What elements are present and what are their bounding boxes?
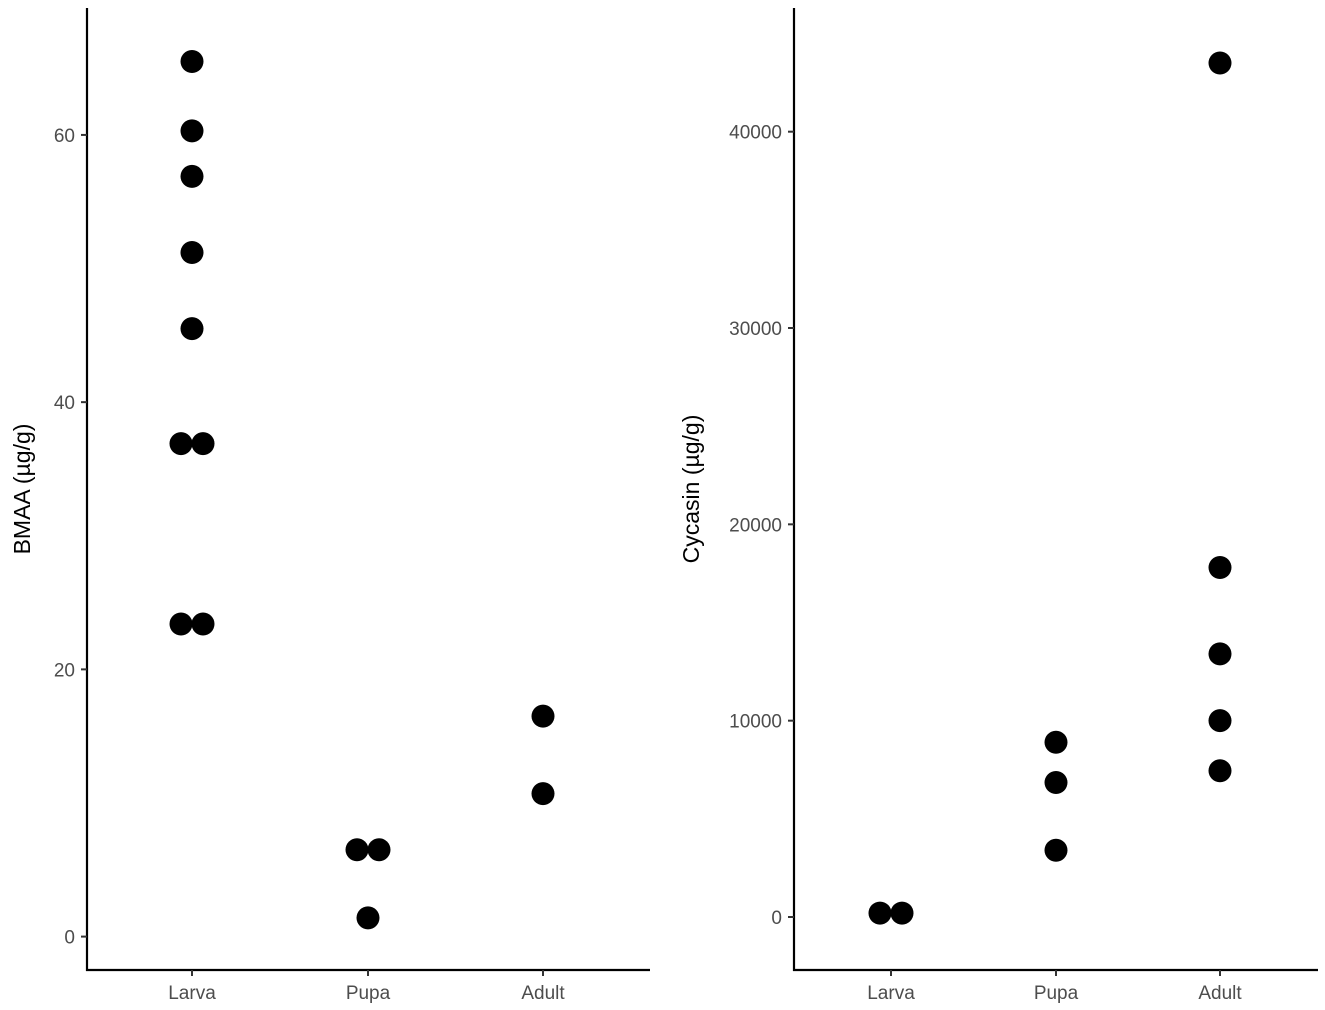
- cycasin-points: [868, 51, 1232, 925]
- bmaa-data-point: [180, 49, 204, 73]
- cycasin-panel: Cycasin (µg/g) 0 10000 20000 30000 40000 Lar…: [678, 8, 1318, 1004]
- bmaa-data-point: [180, 119, 204, 143]
- bmaa-y-ticks: 0 20 40 60: [54, 126, 87, 949]
- bmaa-points: [169, 49, 555, 930]
- cycasin-data-point: [1208, 51, 1232, 75]
- bmaa-data-point: [180, 317, 204, 341]
- cycasin-x-ticks: Larva Pupa Adult: [867, 970, 1242, 1004]
- bmaa-y-tick-label: 60: [54, 126, 75, 147]
- cycasin-data-point: [1044, 730, 1068, 754]
- cycasin-data-point: [1208, 709, 1232, 733]
- cycasin-data-point: [868, 901, 892, 925]
- bmaa-data-point: [531, 704, 555, 728]
- cycasin-x-tick-label-larva: Larva: [867, 983, 915, 1004]
- bmaa-x-tick-label-larva: Larva: [168, 983, 216, 1004]
- cycasin-y-tick-label: 0: [771, 908, 782, 929]
- bmaa-data-point: [191, 432, 215, 456]
- bmaa-data-point: [169, 432, 193, 456]
- bmaa-data-point: [356, 906, 380, 930]
- cycasin-y-tick-label: 10000: [729, 712, 782, 733]
- cycasin-y-tick-label: 20000: [729, 515, 782, 536]
- cycasin-data-point: [1208, 759, 1232, 783]
- bmaa-data-point: [180, 241, 204, 265]
- bmaa-data-point: [345, 838, 369, 862]
- cycasin-data-point: [1044, 838, 1068, 862]
- bmaa-data-point: [169, 612, 193, 636]
- bmaa-data-point: [191, 612, 215, 636]
- bmaa-data-point: [367, 838, 391, 862]
- bmaa-y-tick-label: 0: [64, 928, 75, 949]
- cycasin-data-point: [1044, 771, 1068, 795]
- bmaa-y-tick-label: 40: [54, 393, 75, 414]
- bmaa-x-ticks: Larva Pupa Adult: [168, 970, 565, 1004]
- bmaa-data-point: [531, 782, 555, 806]
- bmaa-y-tick-label: 20: [54, 660, 75, 681]
- cycasin-data-point: [1208, 642, 1232, 666]
- bmaa-x-tick-label-pupa: Pupa: [346, 983, 391, 1004]
- bmaa-x-tick-label-adult: Adult: [521, 983, 565, 1004]
- cycasin-x-tick-label-pupa: Pupa: [1034, 983, 1079, 1004]
- bmaa-data-point: [180, 164, 204, 188]
- cycasin-y-ticks: 0 10000 20000 30000 40000: [729, 123, 794, 929]
- cycasin-data-point: [890, 901, 914, 925]
- bmaa-y-axis-title: BMAA (µg/g): [9, 424, 35, 555]
- bmaa-panel: BMAA (µg/g) 0 20 40 60 Larva Pupa Adult: [9, 8, 650, 1004]
- cycasin-x-tick-label-adult: Adult: [1198, 983, 1242, 1004]
- cycasin-y-axis-title: Cycasin (µg/g): [678, 415, 704, 564]
- cycasin-y-tick-label: 40000: [729, 123, 782, 144]
- cycasin-data-point: [1208, 556, 1232, 580]
- cycasin-y-tick-label: 30000: [729, 319, 782, 340]
